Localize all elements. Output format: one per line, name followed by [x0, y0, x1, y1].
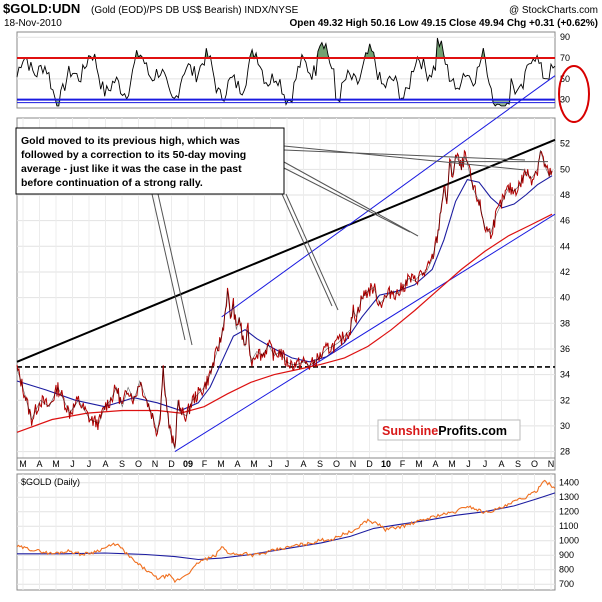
logo-part-1: Sunshine	[382, 424, 438, 438]
annotation-pointer-2	[157, 193, 193, 346]
gold-tick-label: 1400	[559, 478, 579, 488]
main-tick-label: 28	[560, 447, 570, 457]
x-axis-label: O	[135, 459, 142, 469]
chart-watermark: @ StockCharts.com	[509, 5, 598, 16]
annotation-pointer-1	[151, 193, 186, 341]
x-axis-label: A	[234, 459, 240, 469]
rsi-highlight-ellipse	[558, 65, 590, 123]
annotation-line-1: Gold moved to its previous high, which w…	[21, 135, 240, 147]
x-axis-label: F	[400, 459, 406, 469]
rsi-panel: 30 50 70 90	[16, 31, 570, 109]
main-tick-label: 50	[560, 164, 570, 174]
gold-panel-title: $GOLD (Daily)	[21, 477, 80, 487]
rsi-tick-label: 70	[560, 53, 570, 63]
x-axis-label: S	[317, 459, 323, 469]
x-axis-label: D	[168, 459, 175, 469]
main-tick-label: 34	[560, 370, 570, 380]
x-axis-label: M	[52, 459, 60, 469]
rsi-tick-label: 90	[560, 32, 570, 42]
x-axis-label: J	[87, 459, 92, 469]
x-axis-label: J	[285, 459, 290, 469]
x-axis-label: A	[300, 459, 306, 469]
rsi-tick-label: 30	[560, 95, 570, 105]
x-axis-label: M	[415, 459, 423, 469]
annotation-pointer-6	[283, 161, 419, 237]
gold-tick-label: 1100	[559, 521, 578, 531]
x-axis-label: 09	[183, 459, 193, 469]
annotation-pointer-3	[281, 193, 333, 307]
annotation-pointer-7	[283, 149, 526, 161]
x-axis-label: J	[466, 459, 471, 469]
x-axis-label: F	[202, 459, 208, 469]
x-axis-label: O	[531, 459, 538, 469]
main-tick-label: 46	[560, 216, 570, 226]
x-axis-label: D	[366, 459, 373, 469]
x-axis-label: N	[152, 459, 159, 469]
annotation-pointer-5	[283, 167, 411, 233]
gold-price-line	[16, 479, 556, 584]
price-outline	[16, 150, 553, 450]
gold-tick-label: 1200	[559, 507, 579, 517]
logo-part-2: Profits.com	[438, 424, 507, 438]
x-axis-label: N	[350, 459, 357, 469]
chart-ohlc: Open 49.32 High 50.16 Low 49.15 Close 49…	[290, 18, 598, 29]
svg-text:SunshineProfits.com: SunshineProfits.com	[382, 424, 507, 438]
ma-50-line	[16, 175, 553, 412]
annotation-box: Gold moved to its previous high, which w…	[15, 127, 285, 195]
annotation-line-4: before continuation of a strong rally.	[21, 177, 203, 189]
x-axis-label: S	[515, 459, 521, 469]
sunshine-profits-logo: SunshineProfits.com	[377, 419, 521, 441]
chart-symbol: $GOLD:UDN	[3, 1, 80, 16]
rsi-line	[16, 37, 556, 107]
gold-tick-label: 1300	[559, 492, 579, 502]
main-tick-label: 42	[560, 267, 570, 277]
main-tick-label: 32	[560, 395, 570, 405]
rsi-tick-label: 50	[560, 74, 570, 84]
main-tick-label: 48	[560, 190, 570, 200]
trend-line-1	[16, 138, 556, 363]
main-tick-label: 44	[560, 241, 570, 251]
x-axis-label: A	[36, 459, 42, 469]
gold-tick-label: 700	[559, 579, 574, 589]
gold-tick-label: 900	[559, 550, 574, 560]
x-axis-label: J	[483, 459, 488, 469]
annotation-pointer-8	[283, 145, 526, 171]
x-axis-label: A	[432, 459, 438, 469]
gold-tick-label: 800	[559, 565, 574, 575]
x-axis: M A M J J A S O N D 09 F M A M J J A S O N D 10 F M A M J J A S O N	[16, 457, 556, 471]
x-axis-label: J	[70, 459, 75, 469]
annotation-line-3: average - just like it was the case in t…	[21, 163, 242, 175]
x-axis-label: O	[333, 459, 340, 469]
x-axis-label: A	[102, 459, 108, 469]
gold-tick-label: 1000	[559, 536, 579, 546]
x-axis-label: J	[268, 459, 273, 469]
x-axis-label: N	[548, 459, 555, 469]
x-axis-label: A	[498, 459, 504, 469]
gold-panel: 700 800 900 1000 1100 1200 1300 1400 $GOLD (Dai…	[16, 473, 579, 591]
trend-line-3	[221, 75, 556, 318]
annotation-line-2: followed by a correction to its 50-day m…	[21, 149, 246, 161]
main-tick-label: 36	[560, 344, 570, 354]
x-axis-label: 10	[381, 459, 391, 469]
main-tick-label: 38	[560, 318, 570, 328]
x-axis-label: M	[217, 459, 225, 469]
main-tick-label: 30	[560, 421, 570, 431]
x-axis-label: S	[119, 459, 125, 469]
main-tick-label: 40	[560, 293, 570, 303]
chart-description: (Gold (EOD)/PS DB US$ Bearish) INDX/NYSE	[91, 5, 299, 16]
main-tick-label: 52	[560, 139, 570, 149]
chart-date: 18-Nov-2010	[4, 18, 62, 29]
trend-line-2	[174, 213, 556, 453]
x-axis-label: M	[19, 459, 27, 469]
x-axis-label: M	[448, 459, 456, 469]
x-axis-label: M	[250, 459, 258, 469]
annotation-pointer-4	[285, 193, 339, 311]
